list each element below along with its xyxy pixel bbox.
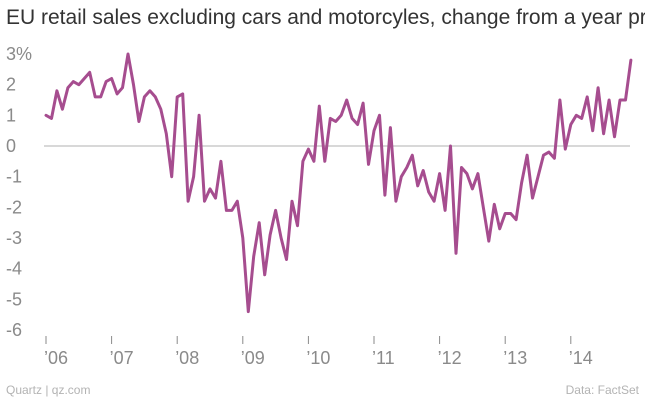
x-tick-label: ’14: [569, 348, 593, 368]
footer-source: Data: FactSet: [565, 383, 639, 397]
x-axis: ’06 ’07 ’08 ’09 ’10 ’11 ’12 ’13 ’14: [44, 336, 593, 368]
x-tick-label: ’13: [503, 348, 527, 368]
x-tick-label: ’07: [110, 348, 134, 368]
footer-credit: Quartz | qz.com: [6, 383, 91, 397]
y-tick-label: 2: [6, 75, 16, 95]
x-tick-label: ’12: [438, 348, 462, 368]
y-tick-label: -1: [6, 167, 22, 187]
series-group: [44, 52, 633, 314]
x-tick-label: ’11: [372, 348, 395, 368]
y-tick-label: -6: [6, 320, 22, 340]
y-tick-label: 0: [6, 136, 16, 156]
x-tick-label: ’09: [241, 348, 265, 368]
y-tick-label: -5: [6, 289, 22, 309]
x-tick-label: ’06: [44, 348, 68, 368]
x-tick-label: ’10: [306, 348, 330, 368]
series-line: [44, 52, 633, 314]
y-tick-label: 3%: [6, 44, 32, 64]
y-tick-label: -4: [6, 259, 22, 279]
chart-title: EU retail sales excluding cars and motor…: [6, 6, 645, 29]
x-tick-label: ’08: [175, 348, 199, 368]
y-tick-label: -3: [6, 228, 22, 248]
y-tick-label: 1: [6, 105, 16, 125]
y-axis-labels: 3% 2 1 0 -1 -2 -3 -4 -5 -6: [6, 44, 32, 340]
y-tick-label: -2: [6, 197, 22, 217]
